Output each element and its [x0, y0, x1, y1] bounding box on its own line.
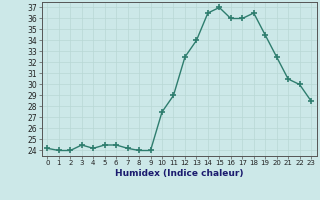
- X-axis label: Humidex (Indice chaleur): Humidex (Indice chaleur): [115, 169, 244, 178]
